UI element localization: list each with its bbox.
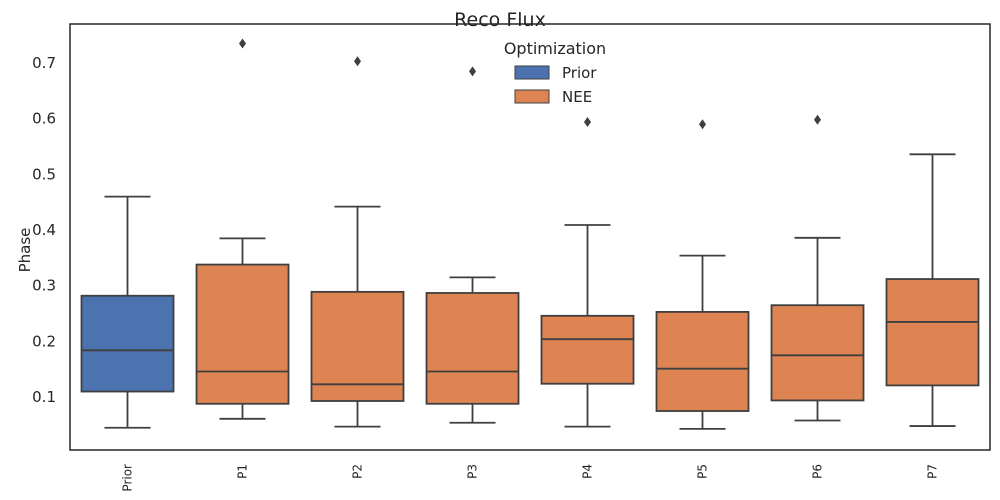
outlier-point — [699, 119, 706, 130]
x-tick-label: P2 — [351, 464, 365, 479]
outlier-point — [239, 38, 246, 49]
x-tick-label: P1 — [236, 464, 250, 479]
box-p5 — [655, 119, 750, 430]
x-tick-label: P4 — [581, 464, 595, 479]
box-p1 — [195, 38, 290, 420]
y-tick-label: 0.1 — [32, 388, 56, 406]
x-tick-label: P5 — [696, 464, 710, 479]
iqr-box — [195, 263, 290, 405]
legend-swatch-nee — [514, 89, 550, 104]
x-tick-label: P6 — [811, 464, 825, 479]
x-tick-label: P7 — [926, 464, 940, 479]
box-p6 — [770, 114, 865, 422]
legend-label-prior: Prior — [562, 64, 597, 82]
outlier-point — [584, 117, 591, 128]
iqr-box — [80, 294, 175, 393]
box-p3 — [425, 66, 520, 424]
legend-swatch-prior — [514, 65, 550, 80]
plot-frame — [69, 23, 991, 451]
x-tick-label: Prior — [121, 464, 135, 492]
outlier-point — [469, 66, 476, 77]
box-p2 — [310, 56, 405, 428]
x-tick-label: P3 — [466, 464, 480, 479]
y-tick-label: 0.6 — [32, 110, 56, 128]
iqr-box — [310, 290, 405, 402]
iqr-box — [655, 310, 750, 412]
iqr-box — [885, 278, 980, 387]
box-p4 — [540, 117, 635, 428]
y-tick-label: 0.4 — [32, 221, 56, 239]
legend-label-nee: NEE — [562, 88, 592, 106]
iqr-box — [540, 314, 635, 385]
box-prior — [80, 195, 175, 429]
iqr-box — [425, 292, 520, 405]
plot-area: 0.1 0.2 0.3 0.4 0.5 0.6 0.7 Prior P1 P2 P3 P4 P5 P6 P7 — [32, 38, 980, 492]
box-p7 — [885, 153, 980, 427]
y-tick-label: 0.7 — [32, 54, 56, 72]
chart-title: Reco Flux — [454, 9, 546, 31]
outlier-point — [814, 114, 821, 125]
y-tick-label: 0.3 — [32, 277, 56, 295]
legend-title: Optimization — [504, 39, 606, 58]
outlier-point — [354, 56, 361, 67]
legend: Optimization Prior NEE — [504, 39, 606, 106]
y-axis-label: Phase — [16, 228, 34, 273]
y-tick-label: 0.5 — [32, 165, 56, 183]
y-tick-label: 0.2 — [32, 332, 56, 350]
iqr-box — [770, 304, 865, 402]
